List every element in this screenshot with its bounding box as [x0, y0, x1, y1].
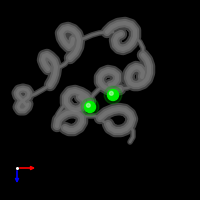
Circle shape [86, 103, 90, 107]
Circle shape [109, 91, 113, 95]
Circle shape [108, 90, 118, 100]
Circle shape [81, 98, 99, 116]
Circle shape [104, 86, 122, 104]
Circle shape [84, 102, 96, 112]
